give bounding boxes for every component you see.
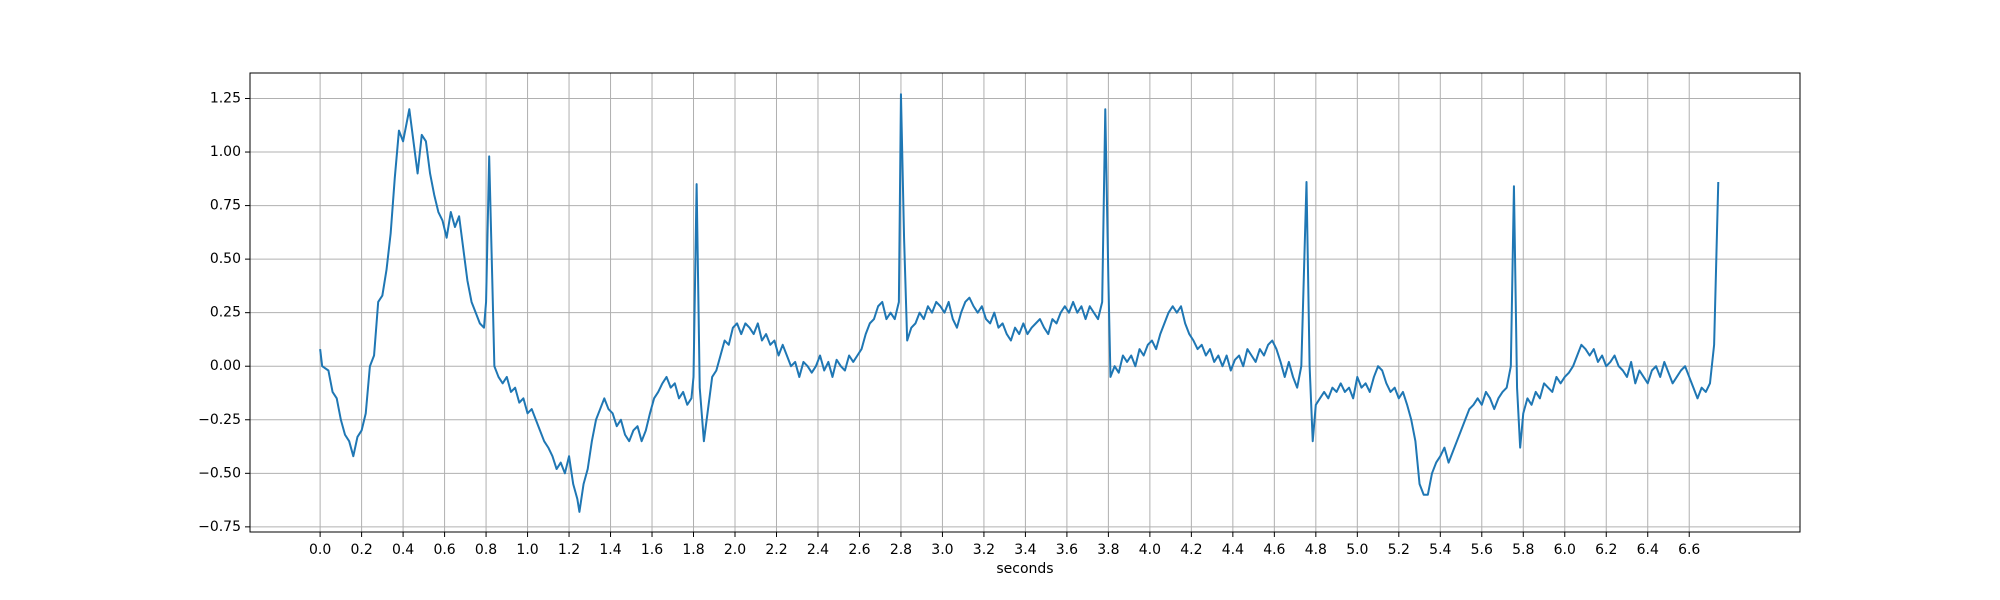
x-tick-label: 4.8 — [1305, 542, 1327, 558]
y-tick-label: −0.50 — [198, 465, 241, 481]
x-tick-label: 6.2 — [1595, 542, 1617, 558]
x-tick-label: 3.8 — [1097, 542, 1119, 558]
x-tick-label: 1.2 — [558, 542, 580, 558]
x-tick-label: 3.0 — [931, 542, 953, 558]
x-tick-label: 1.4 — [599, 542, 621, 558]
x-tick-label: 0.2 — [350, 542, 372, 558]
x-tick-label: 6.6 — [1678, 542, 1700, 558]
x-tick-label: 0.4 — [392, 542, 414, 558]
y-tick-label: −0.75 — [198, 519, 241, 535]
x-tick-label: 1.8 — [682, 542, 704, 558]
x-tick-label: 2.2 — [765, 542, 787, 558]
x-tick-label: 2.8 — [890, 542, 912, 558]
y-tick-label: 0.50 — [210, 251, 241, 267]
signal-line — [319, 93, 1720, 513]
y-tick-label: 0.00 — [210, 358, 241, 374]
x-tick-label: 4.4 — [1222, 542, 1244, 558]
x-tick-label: 0.8 — [475, 542, 497, 558]
x-tick-label: 4.2 — [1180, 542, 1202, 558]
x-tick-label: 1.0 — [516, 542, 538, 558]
x-tick-label: 5.0 — [1346, 542, 1368, 558]
x-tick-label: 5.8 — [1512, 542, 1534, 558]
x-tick-label: 2.6 — [848, 542, 870, 558]
x-tick-label: 3.2 — [973, 542, 995, 558]
y-tick-label: 1.00 — [210, 144, 241, 160]
y-tick-label: 1.25 — [210, 90, 241, 106]
y-tick-label: −0.25 — [198, 412, 241, 428]
x-tick-label: 2.0 — [724, 542, 746, 558]
x-tick-label: 1.6 — [641, 542, 663, 558]
x-tick-label: 2.4 — [807, 542, 829, 558]
y-tick-label: 0.75 — [210, 198, 241, 214]
x-tick-label: 5.4 — [1429, 542, 1451, 558]
x-tick-label: 6.0 — [1554, 542, 1576, 558]
x-tick-label: 6.4 — [1637, 542, 1659, 558]
x-tick-label: 0.6 — [433, 542, 455, 558]
x-tick-label: 0.0 — [309, 542, 331, 558]
x-tick-label: 5.2 — [1388, 542, 1410, 558]
x-tick-label: 4.0 — [1139, 542, 1161, 558]
x-tick-label: 3.4 — [1014, 542, 1036, 558]
x-tick-label: 5.6 — [1471, 542, 1493, 558]
x-tick-label: 4.6 — [1263, 542, 1285, 558]
y-tick-label: 0.25 — [210, 305, 241, 321]
x-axis-label: seconds — [996, 561, 1053, 577]
x-tick-label: 3.6 — [1056, 542, 1078, 558]
